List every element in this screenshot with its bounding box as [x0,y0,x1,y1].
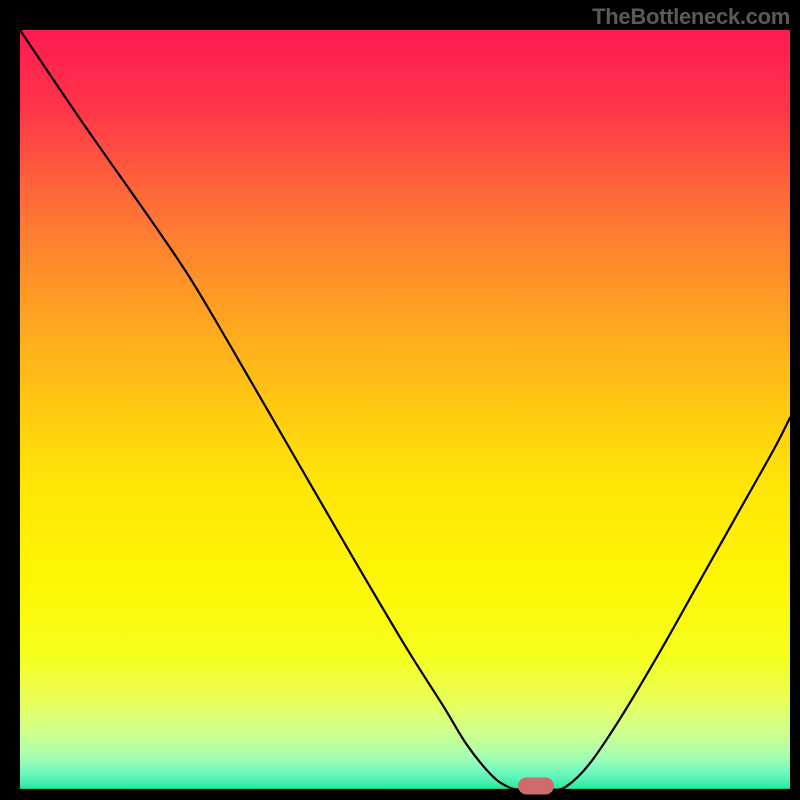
chart-frame: TheBottleneck.com [0,0,800,800]
curve-svg [20,30,790,790]
attribution-label: TheBottleneck.com [592,4,790,30]
plot-area [20,30,790,790]
optimal-marker [518,778,554,795]
bottleneck-curve [20,30,790,791]
